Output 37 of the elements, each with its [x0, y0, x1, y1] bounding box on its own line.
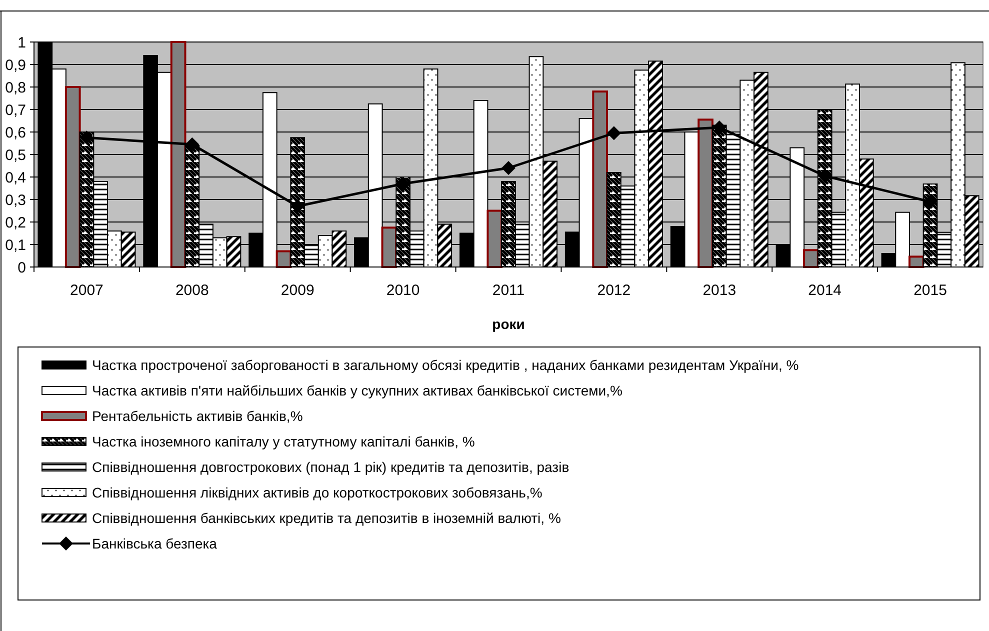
y-tick-label: 0,3	[5, 192, 26, 209]
point	[606, 126, 621, 140]
y-tick-label: 0,6	[5, 124, 26, 142]
point	[80, 130, 94, 145]
point	[712, 120, 726, 134]
legend-label: Частка іноземного капіталу у статутному капіталі банків, %	[92, 433, 475, 450]
point	[502, 161, 516, 175]
x-tick-label: 2011	[492, 282, 525, 299]
x-tick-label: 2007	[70, 282, 104, 299]
legend-label: Співвідношення ліквідних активів до короткострокових зобовязань,%	[92, 484, 542, 500]
x-tick-label: 2014	[808, 282, 842, 299]
legend-label: Частка активів п'яти найбільших банків у сукупних активах банківської системи,%	[92, 382, 622, 398]
x-tick-label: 2015	[914, 282, 947, 299]
x-tick-label: 2009	[280, 282, 314, 299]
legend-label: Частка простроченої заборгованості в загальному обсязі кредитів , наданих банками резидентам України, %	[92, 356, 799, 373]
x-tick-label: 2012	[597, 282, 631, 299]
x-tick-label: 2013	[702, 282, 736, 299]
y-tick-label: 0	[18, 259, 26, 276]
y-tick-label: 0,4	[5, 169, 26, 186]
x-tick-label: 2010	[386, 282, 420, 299]
point	[290, 199, 305, 214]
x-tick-label: 2008	[175, 282, 209, 299]
y-tick-label: 0,5	[5, 146, 26, 164]
legend-label: Банківська безпека	[92, 535, 218, 552]
y-tick-label: 0,7	[5, 102, 26, 119]
legend-label: Рентабельність активів банків,%	[92, 408, 303, 424]
y-tick-label: 1	[18, 34, 26, 52]
y-tick-label: 0,2	[5, 214, 26, 232]
point	[818, 168, 832, 183]
x-axis-title: роки	[492, 316, 525, 332]
y-tick-label: 0,1	[5, 236, 26, 254]
y-tick-label: 0,8	[5, 79, 26, 96]
y-tick-label: 0,9	[5, 56, 26, 74]
legend-label: Співвідношення банківських кредитів та депозитів в іноземній валюті, %	[92, 510, 561, 526]
legend-label: Співвідношення довгострокових (понад 1 рік) кредитів та депозитів, разів	[92, 458, 570, 475]
point	[923, 194, 938, 209]
point	[185, 137, 200, 152]
